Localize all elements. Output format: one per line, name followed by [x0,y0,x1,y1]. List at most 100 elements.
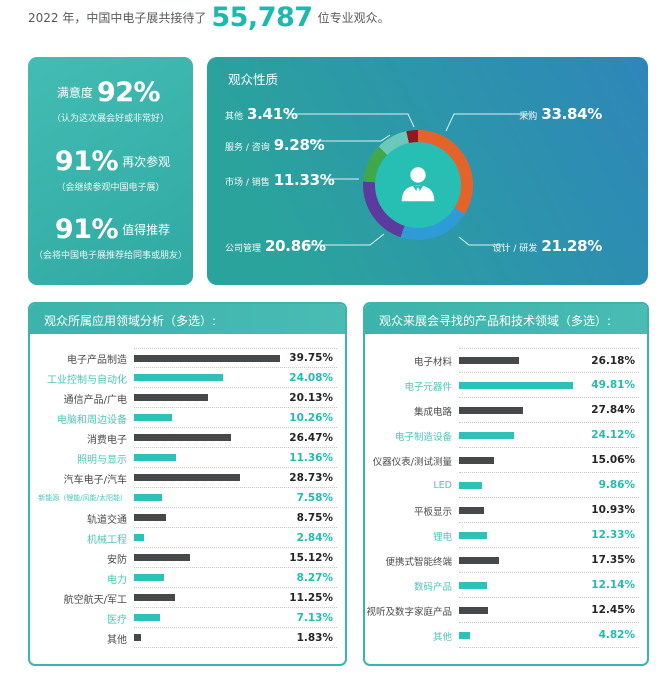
bar-row: 便携式智能终端 17.35% [365,548,639,573]
stat-label: 满意度 [56,86,93,100]
donut-center [375,142,461,228]
bar-label: 通信产品/广电 [63,394,127,406]
bar-value: 10.26% [289,411,333,424]
bar-track [134,474,285,481]
bar-zone: 12.33% [459,523,639,548]
panel-title: 观众所属应用领域分析（多选）: [30,304,345,334]
bar-value: 26.47% [289,431,333,444]
bar-track [134,614,285,621]
bar-track [459,456,585,464]
bar-zone: 2.84% [134,528,337,548]
bar-value: 8.75% [296,511,333,524]
bar-zone: 24.08% [134,368,337,388]
bar-value: 11.36% [289,451,333,464]
bar-value: 15.06% [591,454,635,466]
bar-row: 新能源（锂能/风能/太阳能） 7.58% [30,488,337,508]
bar-label: 电子制造设备 [394,431,452,443]
bar-label: 新能源（锂能/风能/太阳能） [38,494,127,502]
bar-zone: 28.73% [134,468,337,488]
bar-value: 49.81% [591,379,635,391]
bar-track [134,494,285,501]
stat-label-after: 值得推荐 [122,223,171,237]
bar-value: 10.93% [591,504,635,516]
bar-label: 电脑和周边设备 [57,414,127,426]
segment-pct: 3.41% [247,105,298,123]
bar-label: 锂电 [432,531,452,543]
bar [459,506,485,514]
bar-value: 1.83% [296,631,333,644]
bar-track [134,414,285,421]
bar [134,494,162,501]
donut-title: 观众性质 [228,72,279,87]
bar [134,374,223,381]
bar-zone: 15.12% [134,548,337,568]
segment-pct: 9.28% [273,136,325,154]
bar-row: 平板显示 10.93% [365,498,639,523]
segment-label: 服务 / 咨询 [225,143,270,153]
bar-track [134,634,285,641]
donut-label-purchase: 采购 33.84% [519,105,602,123]
bar [459,406,523,414]
bar-label: 电子元器件 [404,381,452,393]
donut-label-other: 其他 3.41% [225,105,298,123]
bar-label: 电力 [107,574,127,586]
bar-label: 工业控制与自动化 [47,374,127,386]
stat-label-after: 再次参观 [122,154,171,169]
bar-zone: 12.14% [459,573,639,598]
bar-chart-products-tech: 电子材料 26.18% 电子元器件 49.81% 集成电路 27.84% 电子制造设备 24.… [365,334,647,664]
bar-label: 其他 [432,631,452,643]
bar-row: 其他 1.83% [30,628,337,648]
bar-zone: 8.27% [134,568,337,588]
bar-row: 机械工程 2.84% [30,528,337,548]
donut-label-design: 设计 / 研发 21.28% [493,237,603,255]
bar [459,556,499,564]
intro-prefix: 2022 年，中国中电子展共接待了 [28,11,207,25]
bar-zone: 27.84% [459,398,639,423]
bar-track [134,514,285,521]
bar [134,574,165,581]
stat-note: （会继续参观中国电子展） [56,182,165,193]
bar-label: 数码产品 [413,581,452,593]
bar-zone: 11.25% [134,588,337,608]
bar-zone: 10.26% [134,408,337,428]
bar-value: 12.45% [591,604,635,616]
bar [134,474,240,481]
bar-label: 其他 [107,634,127,646]
segment-pct: 21.28% [541,237,602,255]
bar [134,554,190,561]
bar [134,394,209,401]
bar-row: 消费电子 26.47% [30,428,337,448]
bar-label: LED [433,480,452,491]
bar-row: 医疗 7.13% [30,608,337,628]
bottom-row: 观众所属应用领域分析（多选）: 电子产品制造 39.75% 工业控制与自动化 24.0… [28,302,649,666]
bar [459,606,488,614]
segment-label: 其他 [225,112,244,122]
stat-note: （认为这次展会好或非常好） [51,114,169,124]
bar-track [459,606,585,614]
visitor-nature-card: 观众性质 其他 3.41% 服务 / 咨询 9.28% [207,57,648,285]
visitor-count: 55,787 [211,2,313,33]
segment-pct: 33.84% [541,105,602,123]
stat-line: 满意度 92% [34,77,187,108]
bar-label: 仪器仪表/测试测量 [372,456,452,468]
bar [459,631,471,639]
bar-row: 电子元器件 49.81% [365,373,639,398]
intro-text: 2022 年，中国中电子展共接待了 55,787 位专业观众。 [28,2,390,33]
bar-value: 12.33% [591,529,635,541]
bar-zone: 8.75% [134,508,337,528]
stat-satisfaction: 满意度 92% （认为这次展会好或非常好） [34,77,187,124]
bar-row: 汽车电子/汽车 28.73% [30,468,337,488]
bar-value: 20.13% [289,391,333,404]
bar-row: 电子材料 26.18% [365,348,639,373]
bar-track [459,357,585,364]
donut-label-management: 公司管理 20.86% [225,237,326,255]
stat-note: （会将中国电子展推荐给同事或朋友） [34,251,188,261]
bar-value: 28.73% [289,471,333,484]
segment-label: 市场 / 销售 [225,178,270,188]
bar-value: 11.25% [289,591,333,604]
bar-row: 视听及数字家庭产品 12.45% [365,598,639,623]
bar-row: 集成电路 27.84% [365,398,639,423]
bar [459,381,574,389]
bar [134,414,172,421]
bar-value: 26.18% [591,354,635,367]
